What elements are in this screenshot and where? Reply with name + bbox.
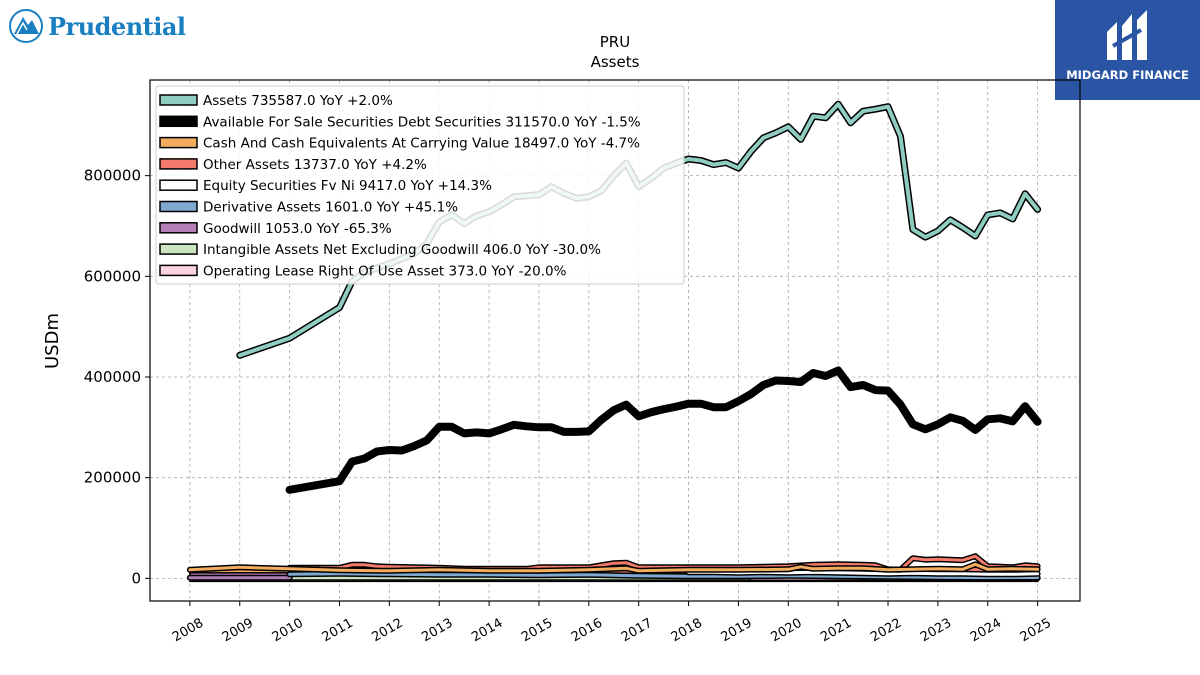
y-tick-label: 0 [131,569,141,587]
legend-label: Cash And Cash Equivalents At Carrying Va… [203,136,640,152]
legend-swatch [159,94,198,106]
midgard-finance-logo: MIDGARD FINANCE [1055,0,1200,100]
legend-swatch [159,136,198,149]
legend-swatch [159,158,198,170]
y-axis-label: USDm [42,313,63,369]
legend-label: Other Assets 13737.0 YoY +4.2% [203,157,427,173]
legend: Assets 735587.0 YoY +2.0% Available For S… [155,85,685,285]
x-tick-label: 2016 [569,616,605,646]
legend-entry-equity-securities-fv-ni: Equity Securities Fv Ni 9417.0 YoY +14.3… [159,178,492,194]
x-tick-label: 2015 [519,616,555,646]
legend-label: Operating Lease Right Of Use Asset 373.0… [203,263,567,279]
x-tick-label: 2021 [818,616,854,646]
x-tick-label: 2009 [220,616,256,646]
chart-title: PRU [600,33,630,51]
prudential-wordmark: Prudential [48,11,186,41]
midgard-emblem-icon [1107,10,1147,60]
x-tick-label: 2017 [619,616,655,646]
legend-label: Intangible Assets Net Excluding Goodwill… [203,242,601,258]
x-tick-label: 2020 [768,616,804,646]
legend-entry-available-for-sale-securities-debt-securities: Available For Sale Securities Debt Secur… [159,114,641,130]
legend-entry-assets: Assets 735587.0 YoY +2.0% [159,93,393,109]
x-tick-label: 2011 [320,616,356,646]
legend-entry-goodwill: Goodwill 1053.0 YoY -65.3% [159,221,392,237]
plot-frame [149,79,1081,602]
legend-swatch [159,243,198,255]
legend-box [155,85,685,285]
legend-label: Assets 735587.0 YoY +2.0% [203,93,393,109]
legend-swatch [159,179,198,191]
legend-swatch [159,222,198,234]
legend-swatch [159,264,198,277]
y-tick-label: 800000 [84,167,141,185]
legend-entry-other-assets: Other Assets 13737.0 YoY +4.2% [159,157,427,173]
series-line [288,572,1040,580]
midgard-finance-wordmark: MIDGARD FINANCE [1066,68,1189,82]
legend-entry-operating-lease-right-of-use-asset: Operating Lease Right Of Use Asset 373.0… [159,263,567,279]
legend-entry-cash-and-cash-equivalents-at-carrying-value: Cash And Cash Equivalents At Carrying Va… [159,136,640,152]
series-cash-and-cash-equivalents-at-carrying-value [186,561,1041,574]
legend-label: Derivative Assets 1601.0 YoY +45.1% [203,200,458,216]
legend-swatch [159,115,198,128]
y-tick-label: 200000 [84,469,141,487]
x-tick-label: 2025 [1018,616,1054,646]
x-tick-label: 2008 [170,616,206,646]
x-tick-label: 2012 [370,616,406,646]
prudential-logo: Prudential [8,8,186,44]
x-tick-label: 2018 [669,616,705,646]
y-tick-label: 600000 [84,267,141,285]
rock-emblem-icon [9,9,43,43]
legend-entry-derivative-assets: Derivative Assets 1601.0 YoY +45.1% [159,200,458,216]
x-tick-label: 2013 [419,616,455,646]
x-tick-label: 2022 [868,616,904,646]
series-available-for-sale-securities-debt-securities [285,366,1042,494]
y-axis-ticks: 0 200000 400000 600000 800000 [84,167,150,587]
legend-entry-intangible-assets-net-excluding-goodwill: Intangible Assets Net Excluding Goodwill… [159,242,601,258]
legend-label: Equity Securities Fv Ni 9417.0 YoY +14.3… [203,178,492,194]
legend-label: Available For Sale Securities Debt Secur… [203,114,641,130]
x-tick-label: 2014 [469,616,505,646]
series-lines [186,100,1042,582]
x-tick-label: 2024 [968,616,1004,646]
legend-swatch [159,200,198,213]
x-tick-label: 2019 [719,616,755,646]
x-tick-label: 2010 [270,616,306,646]
y-tick-label: 400000 [84,368,141,386]
series-line [285,366,1042,494]
x-tick-label: 2023 [918,616,954,646]
x-axis-ticks: 2008 2009 2010 2011 2012 2013 2014 2015 2016 2017… [170,601,1054,645]
series-derivative-assets [286,570,1041,581]
series-line [188,562,1040,573]
legend-label: Goodwill 1053.0 YoY -65.3% [203,221,392,237]
chart-subtitle: Assets [591,53,640,71]
